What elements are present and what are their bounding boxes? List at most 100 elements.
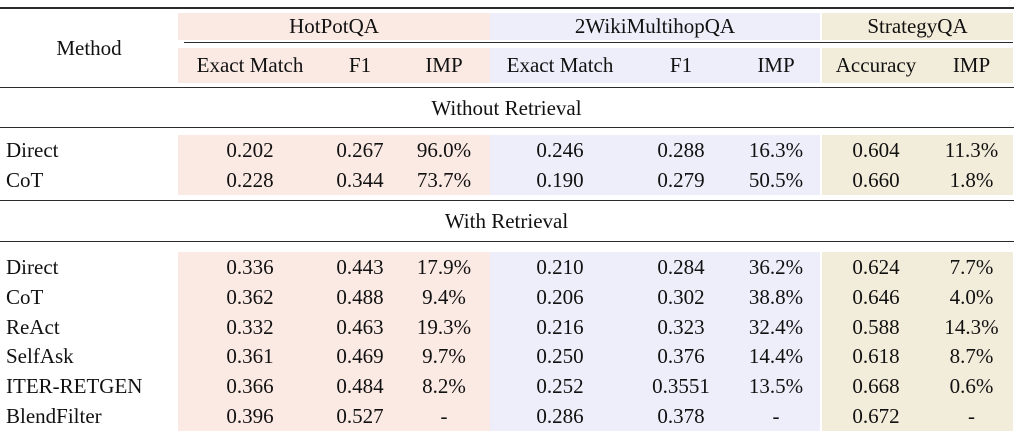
value-cell: 9.4% <box>422 284 466 309</box>
value-cell: 0.443 <box>336 254 384 279</box>
method-label: CoT <box>6 284 44 309</box>
value-cell: 17.9% <box>416 254 472 279</box>
strategyqa-band-subheader <box>822 48 1013 83</box>
hotpotqa-band-with <box>178 252 490 431</box>
value-cell: 0.624 <box>852 254 900 279</box>
value-cell: 0.378 <box>657 403 705 428</box>
value-cell: 0.288 <box>657 137 705 162</box>
value-cell: 0.302 <box>657 284 705 309</box>
value-cell: 50.5% <box>748 167 804 192</box>
col-header-hotpotqa-f1: F1 <box>348 53 372 77</box>
value-cell: 0.202 <box>226 137 274 162</box>
value-cell: 0.527 <box>336 403 384 428</box>
table-row-with-direct: Direct 0.336 0.443 17.9% 0.210 0.284 36.… <box>0 252 1013 282</box>
table-row-without-direct: Direct 0.202 0.267 96.0% 0.246 0.288 16.… <box>0 135 1013 165</box>
hotpotqa-band-without <box>178 135 490 195</box>
strategyqa-band-group <box>822 13 1013 40</box>
value-cell: 0.267 <box>336 137 384 162</box>
wiki-band-group <box>490 13 820 40</box>
col-header-wiki-exact-match: Exact Match <box>506 53 614 77</box>
col-header-strategyqa-imp: IMP <box>952 53 991 77</box>
wiki-band-with <box>490 252 820 431</box>
table-row-without-cot: CoT 0.228 0.344 73.7% 0.190 0.279 50.5% … <box>0 165 1013 195</box>
table-row-with-blendfilter: BlendFilter 0.396 0.527 - 0.286 0.378 - … <box>0 401 1013 431</box>
value-cell: 0.362 <box>226 284 274 309</box>
col-header-hotpotqa-imp: IMP <box>425 53 463 77</box>
group-header-hotpotqa: HotPotQA <box>289 14 379 38</box>
value-cell: 0.660 <box>852 167 900 192</box>
value-cell: 0.396 <box>226 403 274 428</box>
hotpotqa-band-subheader <box>178 48 490 83</box>
value-cell: 38.8% <box>748 284 804 309</box>
subheader-row: Exact Match F1 IMP Exact Match F1 IMP Ac… <box>0 48 1013 83</box>
value-cell: 9.7% <box>422 344 466 368</box>
header-bottom-rule <box>0 86 1014 89</box>
value-cell: 32.4% <box>748 314 804 339</box>
method-label: Direct <box>6 254 59 279</box>
value-cell: 14.3% <box>944 314 999 339</box>
value-cell: 0.6% <box>949 373 994 398</box>
value-cell: 1.8% <box>949 167 994 192</box>
value-cell: 0.488 <box>336 284 384 309</box>
without-section-rule <box>0 127 1014 129</box>
value-cell: 0.361 <box>226 344 274 368</box>
method-column-header: Method <box>56 35 122 60</box>
value-cell: 0.618 <box>852 344 900 368</box>
value-cell: 0.210 <box>536 254 584 279</box>
value-cell: 36.2% <box>748 254 804 279</box>
group-header-row: HotPotQA 2WikiMultihopQA StrategyQA <box>0 13 1013 40</box>
value-cell: 0.252 <box>536 373 584 398</box>
value-cell: 0.190 <box>536 167 584 192</box>
value-cell: 0.463 <box>336 314 384 339</box>
col-header-hotpotqa-exact-match: Exact Match <box>196 53 304 77</box>
col-header-wiki-f1: F1 <box>669 53 693 77</box>
value-cell: 13.5% <box>748 373 804 398</box>
wiki-band-subheader <box>490 48 820 83</box>
value-cell: 73.7% <box>416 167 472 192</box>
value-cell: 7.7% <box>949 254 994 279</box>
value-cell: 11.3% <box>944 137 999 162</box>
value-cell: 0.216 <box>536 314 584 339</box>
method-label: BlendFilter <box>6 403 102 428</box>
section-title: With Retrieval <box>444 208 569 233</box>
value-cell: 19.3% <box>416 314 472 339</box>
value-cell: 0.336 <box>226 254 274 279</box>
value-cell: 0.228 <box>226 167 274 192</box>
value-cell: 0.484 <box>336 373 384 398</box>
value-cell: 0.284 <box>657 254 705 279</box>
strategyqa-band-with <box>822 252 1013 431</box>
value-cell: - <box>772 403 780 428</box>
method-label: ITER-RETGEN <box>6 373 143 398</box>
value-cell: 0.604 <box>852 137 900 162</box>
value-cell: 0.3551 <box>652 373 710 398</box>
value-cell: 0.206 <box>536 284 584 309</box>
table-row-with-react: ReAct 0.332 0.463 19.3% 0.216 0.323 32.4… <box>0 312 1013 342</box>
value-cell: 0.588 <box>852 314 900 339</box>
value-cell: 0.344 <box>336 167 384 192</box>
value-cell: 16.3% <box>748 137 804 162</box>
table-row-with-iter-retgen: ITER-RETGEN 0.366 0.484 8.2% 0.252 0.355… <box>0 371 1013 401</box>
value-cell: 0.366 <box>226 373 274 398</box>
mid-section-rule <box>0 199 1014 202</box>
value-cell: 0.646 <box>852 284 900 309</box>
value-cell: 0.469 <box>336 344 384 368</box>
value-cell: 0.332 <box>226 314 274 339</box>
hotpotqa-band-group <box>178 13 490 40</box>
group-header-strategyqa: StrategyQA <box>867 14 968 38</box>
col-header-wiki-imp: IMP <box>757 53 795 77</box>
value-cell: 0.246 <box>536 137 584 162</box>
with-section-rule <box>0 240 1014 242</box>
value-cell: 8.7% <box>949 344 994 368</box>
wiki-band-without <box>490 135 820 195</box>
top-rule <box>0 7 1014 9</box>
value-cell: 0.323 <box>657 314 705 339</box>
table-row-with-cot: CoT 0.362 0.488 9.4% 0.206 0.302 38.8% 0… <box>0 282 1013 312</box>
value-cell: 0.250 <box>536 344 584 368</box>
table-row-with-selfask: SelfAsk 0.361 0.469 9.7% 0.250 0.376 14.… <box>0 342 1013 371</box>
value-cell: - <box>440 403 448 428</box>
strategyqa-band-without <box>822 135 1013 195</box>
value-cell: 0.672 <box>852 403 900 428</box>
value-cell: 0.668 <box>852 373 900 398</box>
method-label: ReAct <box>6 314 60 339</box>
